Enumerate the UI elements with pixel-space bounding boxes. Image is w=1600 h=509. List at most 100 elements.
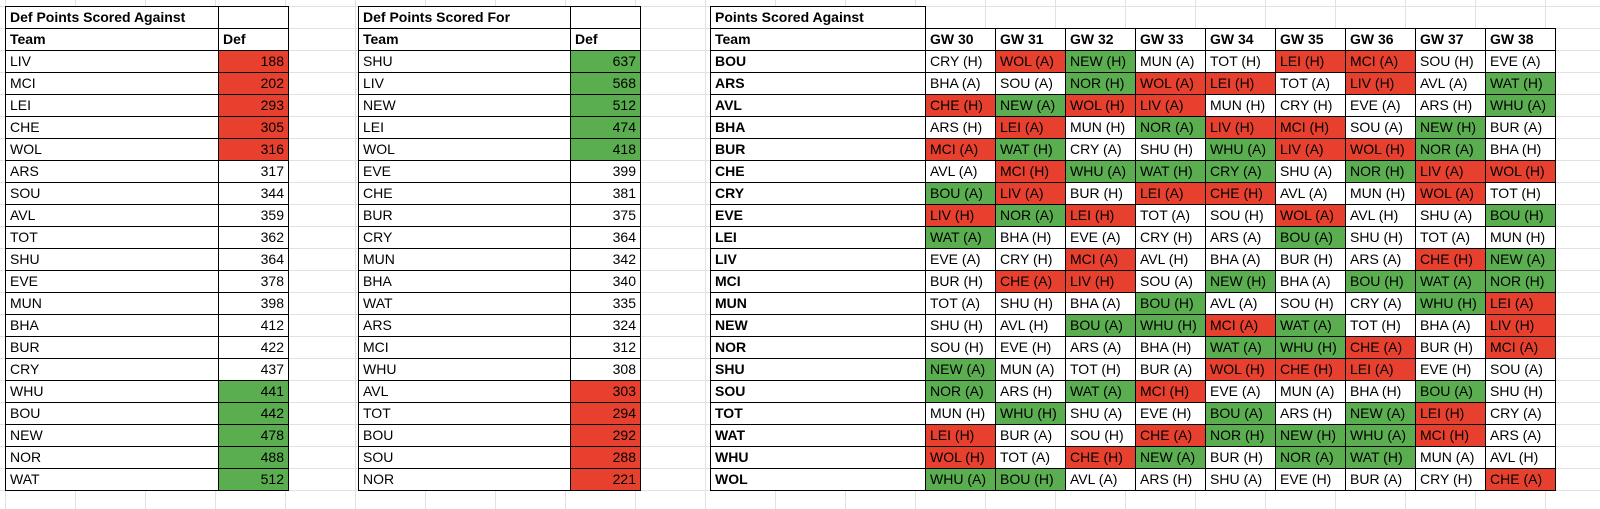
value-cell: 293 — [218, 94, 289, 117]
value-cell: MCI (A) — [1485, 336, 1556, 359]
value-cell: EVE (A) — [1345, 94, 1416, 117]
column-header: GW 30 — [925, 28, 996, 51]
value-cell: 437 — [218, 358, 289, 381]
value-cell: BUR (H) — [1275, 248, 1346, 271]
value-cell: BOU (A) — [1275, 226, 1346, 249]
team-cell: WAT — [5, 468, 219, 491]
value-cell: BOU (H) — [1485, 204, 1556, 227]
value-cell: 364 — [218, 248, 289, 271]
title-blank — [570, 6, 641, 29]
value-cell: 316 — [218, 138, 289, 161]
value-cell: TOT (A) — [925, 292, 996, 315]
value-cell: MUN (H) — [1065, 116, 1136, 139]
value-cell: CRY (A) — [1485, 402, 1556, 425]
value-cell: WAT (H) — [1485, 72, 1556, 95]
value-cell: MCI (A) — [1205, 314, 1276, 337]
value-cell: BUR (A) — [1345, 468, 1416, 491]
value-cell: NEW (A) — [1485, 248, 1556, 271]
value-cell: NOR (H) — [1345, 160, 1416, 183]
value-cell: NOR (H) — [1205, 424, 1276, 447]
value-cell: 202 — [218, 72, 289, 95]
value-cell: 312 — [570, 336, 641, 359]
value-cell: SHU (A) — [1205, 468, 1276, 491]
column-header: GW 33 — [1135, 28, 1206, 51]
column-header: GW 32 — [1065, 28, 1136, 51]
value-cell: BUR (H) — [1205, 446, 1276, 469]
team-cell: EVE — [5, 270, 219, 293]
value-cell: LEI (A) — [995, 116, 1066, 139]
value-cell: WAT (A) — [925, 226, 996, 249]
value-cell: BUR (A) — [1135, 358, 1206, 381]
value-cell: NEW (A) — [1345, 402, 1416, 425]
value-cell: 303 — [570, 380, 641, 403]
value-cell: BOU (H) — [1135, 292, 1206, 315]
value-cell: TOT (A) — [1135, 204, 1206, 227]
value-cell: SOU (A) — [1135, 270, 1206, 293]
value-cell: MCI (A) — [1345, 50, 1416, 73]
value-cell: LIV (H) — [1345, 72, 1416, 95]
value-cell: TOT (H) — [1205, 50, 1276, 73]
table-title: Points Scored Against — [710, 6, 926, 29]
value-cell: 474 — [570, 116, 641, 139]
value-cell: WHU (H) — [1135, 314, 1206, 337]
value-cell: WHU (H) — [1415, 292, 1486, 315]
value-cell: SHU (A) — [1275, 160, 1346, 183]
value-cell: MUN (H) — [1345, 182, 1416, 205]
value-cell: 294 — [570, 402, 641, 425]
value-cell: AVL (H) — [1485, 446, 1556, 469]
team-cell: MCI — [710, 270, 926, 293]
value-cell: BUR (H) — [1065, 182, 1136, 205]
value-cell: AVL (A) — [1415, 72, 1486, 95]
value-cell: CHE (H) — [925, 94, 996, 117]
team-cell: LEI — [710, 226, 926, 249]
team-cell: WHU — [710, 446, 926, 469]
value-cell: ARS (A) — [1345, 248, 1416, 271]
value-cell: LIV (H) — [1205, 116, 1276, 139]
team-cell: CHE — [710, 160, 926, 183]
value-cell: BOU (A) — [925, 182, 996, 205]
value-cell: BOU (A) — [1065, 314, 1136, 337]
value-cell: WHU (A) — [925, 468, 996, 491]
value-cell: TOT (H) — [1485, 182, 1556, 205]
value-cell: AVL (H) — [1135, 248, 1206, 271]
value-cell: CHE (H) — [1065, 446, 1136, 469]
value-cell: EVE (A) — [925, 248, 996, 271]
value-cell: WHU (A) — [1485, 94, 1556, 117]
column-header: GW 35 — [1275, 28, 1346, 51]
value-cell: WAT (H) — [1345, 446, 1416, 469]
value-cell: 292 — [570, 424, 641, 447]
column-header: Def — [218, 28, 289, 51]
value-cell: 359 — [218, 204, 289, 227]
team-cell: BOU — [5, 402, 219, 425]
value-cell: ARS (H) — [1135, 468, 1206, 491]
value-cell: BHA (A) — [925, 72, 996, 95]
team-cell: TOT — [358, 402, 571, 425]
team-cell: WAT — [710, 424, 926, 447]
value-cell: EVE (A) — [1065, 226, 1136, 249]
team-cell: MCI — [5, 72, 219, 95]
team-cell: BHA — [358, 270, 571, 293]
team-cell: LIV — [358, 72, 571, 95]
value-cell: NOR (A) — [1275, 446, 1346, 469]
value-cell: 375 — [570, 204, 641, 227]
value-cell: 381 — [570, 182, 641, 205]
value-cell: 308 — [570, 358, 641, 381]
team-cell: SOU — [710, 380, 926, 403]
value-cell: 335 — [570, 292, 641, 315]
value-cell: 305 — [218, 116, 289, 139]
team-cell: AVL — [358, 380, 571, 403]
value-cell: CHE (A) — [1485, 468, 1556, 491]
value-cell: NOR (A) — [1415, 138, 1486, 161]
value-cell: CHE (A) — [995, 270, 1066, 293]
value-cell: 362 — [218, 226, 289, 249]
value-cell: WOL (A) — [1415, 182, 1486, 205]
value-cell: SOU (A) — [1345, 116, 1416, 139]
team-cell: LEI — [5, 94, 219, 117]
value-cell: SHU (H) — [925, 314, 996, 337]
team-cell: MUN — [5, 292, 219, 315]
value-cell: MUN (H) — [925, 402, 996, 425]
value-cell: CHE (H) — [1415, 248, 1486, 271]
value-cell: WAT (H) — [1135, 160, 1206, 183]
value-cell: SHU (H) — [1345, 226, 1416, 249]
team-cell: LIV — [5, 50, 219, 73]
